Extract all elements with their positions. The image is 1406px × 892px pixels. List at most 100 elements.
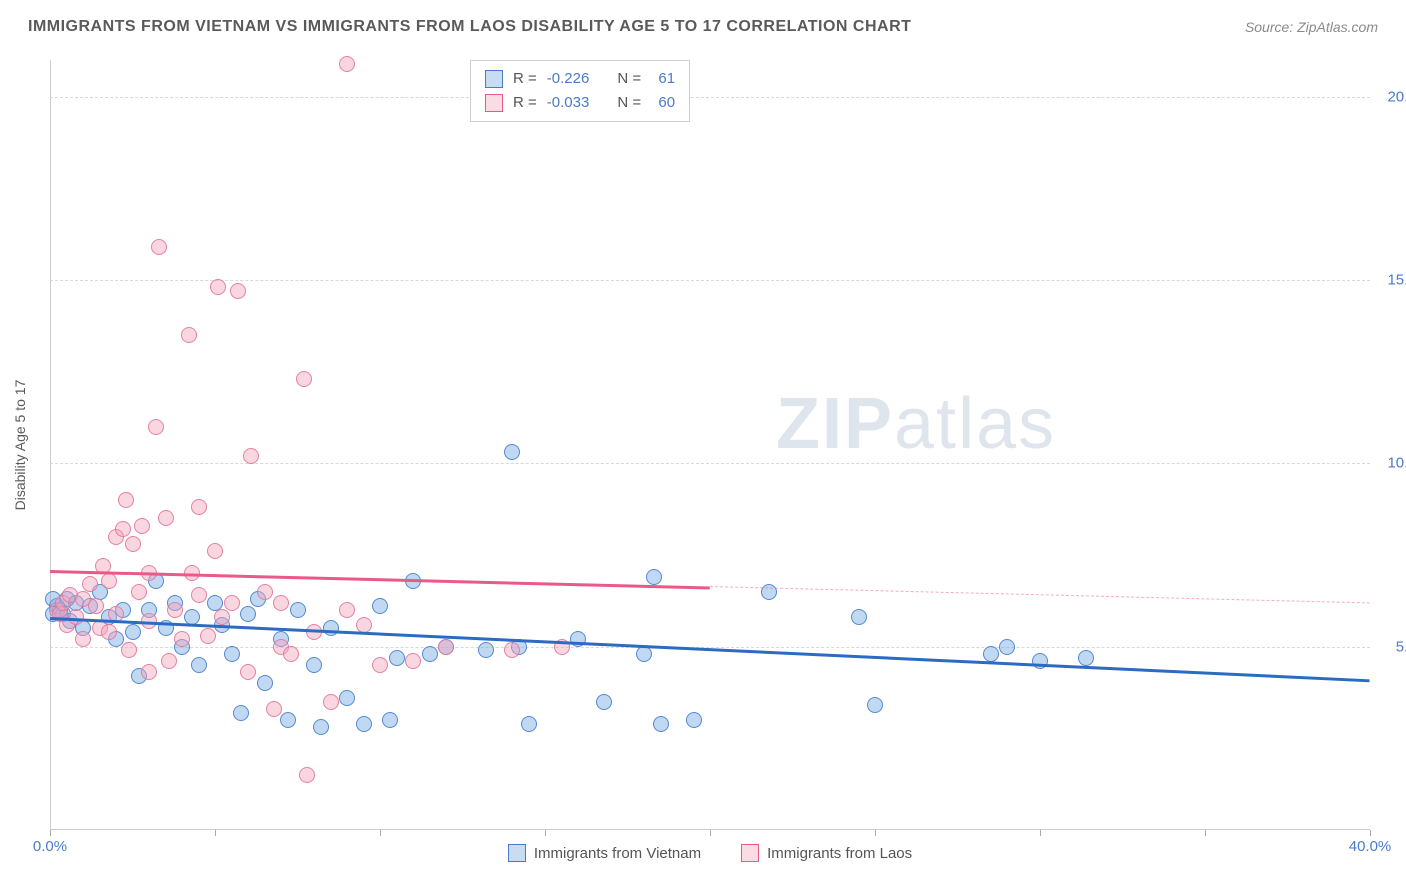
scatter-point (224, 595, 240, 611)
scatter-point (214, 609, 230, 625)
legend-row-laos: R = -0.033 N = 60 (485, 91, 675, 115)
scatter-point (101, 624, 117, 640)
scatter-point (148, 419, 164, 435)
swatch-pink-icon (485, 94, 503, 112)
legend-row-vietnam: R = -0.226 N = 61 (485, 67, 675, 91)
scatter-point (372, 598, 388, 614)
scatter-point (405, 653, 421, 669)
scatter-point (233, 705, 249, 721)
swatch-blue-icon (508, 844, 526, 862)
scatter-point (283, 646, 299, 662)
scatter-point (191, 657, 207, 673)
scatter-point (257, 675, 273, 691)
scatter-point (761, 584, 777, 600)
scatter-point (323, 620, 339, 636)
scatter-point (299, 767, 315, 783)
scatter-point (596, 694, 612, 710)
scatter-point (296, 371, 312, 387)
scatter-point (356, 617, 372, 633)
x-tick (215, 830, 216, 836)
scatter-point (134, 518, 150, 534)
scatter-point (125, 536, 141, 552)
scatter-point (151, 239, 167, 255)
y-tick-label: 15.0% (1387, 272, 1406, 289)
scatter-point (125, 624, 141, 640)
scatter-point (999, 639, 1015, 655)
scatter-point (504, 642, 520, 658)
scatter-point (273, 595, 289, 611)
scatter-point (82, 576, 98, 592)
scatter-point (191, 587, 207, 603)
scatter-point (339, 56, 355, 72)
scatter-point (88, 598, 104, 614)
scatter-point (181, 327, 197, 343)
scatter-point (75, 631, 91, 647)
scatter-point (161, 653, 177, 669)
x-tick (380, 830, 381, 836)
scatter-point (257, 584, 273, 600)
scatter-point (851, 609, 867, 625)
scatter-point (867, 697, 883, 713)
scatter-point (243, 448, 259, 464)
scatter-point (636, 646, 652, 662)
scatter-point (191, 499, 207, 515)
x-tick (50, 830, 51, 836)
scatter-point (1078, 650, 1094, 666)
x-tick (710, 830, 711, 836)
x-tick (545, 830, 546, 836)
scatter-point (323, 694, 339, 710)
y-tick-label: 20.0% (1387, 88, 1406, 105)
legend-stats-box: R = -0.226 N = 61 R = -0.033 N = 60 (470, 60, 690, 122)
watermark: ZIPatlas (776, 383, 1056, 465)
y-axis-label: Disability Age 5 to 17 (12, 380, 28, 511)
swatch-pink-icon (741, 844, 759, 862)
scatter-point (504, 444, 520, 460)
x-tick (1205, 830, 1206, 836)
scatter-point (438, 639, 454, 655)
scatter-point (372, 657, 388, 673)
scatter-point (313, 719, 329, 735)
scatter-point (101, 573, 117, 589)
scatter-point (141, 664, 157, 680)
scatter-point (158, 510, 174, 526)
scatter-point (280, 712, 296, 728)
scatter-point (266, 701, 282, 717)
scatter-point (290, 602, 306, 618)
chart-header: IMMIGRANTS FROM VIETNAM VS IMMIGRANTS FR… (28, 18, 1378, 36)
scatter-point (240, 664, 256, 680)
chart-plot-area: Disability Age 5 to 17 5.0%10.0%15.0%20.… (50, 60, 1370, 830)
scatter-point (240, 606, 256, 622)
trend-line (710, 586, 1370, 603)
scatter-point (653, 716, 669, 732)
scatter-point (1032, 653, 1048, 669)
scatter-point (686, 712, 702, 728)
scatter-point (422, 646, 438, 662)
scatter-point (174, 631, 190, 647)
scatter-point (339, 690, 355, 706)
chart-source: Source: ZipAtlas.com (1245, 19, 1378, 35)
scatter-point (118, 492, 134, 508)
scatter-point (339, 602, 355, 618)
scatter-point (131, 584, 147, 600)
scatter-point (115, 521, 131, 537)
y-axis-line (50, 60, 51, 830)
x-tick (1370, 830, 1371, 836)
scatter-point (356, 716, 372, 732)
scatter-point (306, 657, 322, 673)
scatter-point (478, 642, 494, 658)
y-tick-label: 5.0% (1396, 638, 1406, 655)
scatter-point (646, 569, 662, 585)
scatter-point (210, 279, 226, 295)
scatter-point (382, 712, 398, 728)
scatter-point (570, 631, 586, 647)
scatter-point (207, 595, 223, 611)
scatter-point (521, 716, 537, 732)
legend-item-vietnam: Immigrants from Vietnam (508, 844, 701, 862)
grid-line (50, 280, 1370, 281)
scatter-point (200, 628, 216, 644)
scatter-point (224, 646, 240, 662)
grid-line (50, 97, 1370, 98)
x-tick (875, 830, 876, 836)
scatter-point (121, 642, 137, 658)
scatter-point (207, 543, 223, 559)
